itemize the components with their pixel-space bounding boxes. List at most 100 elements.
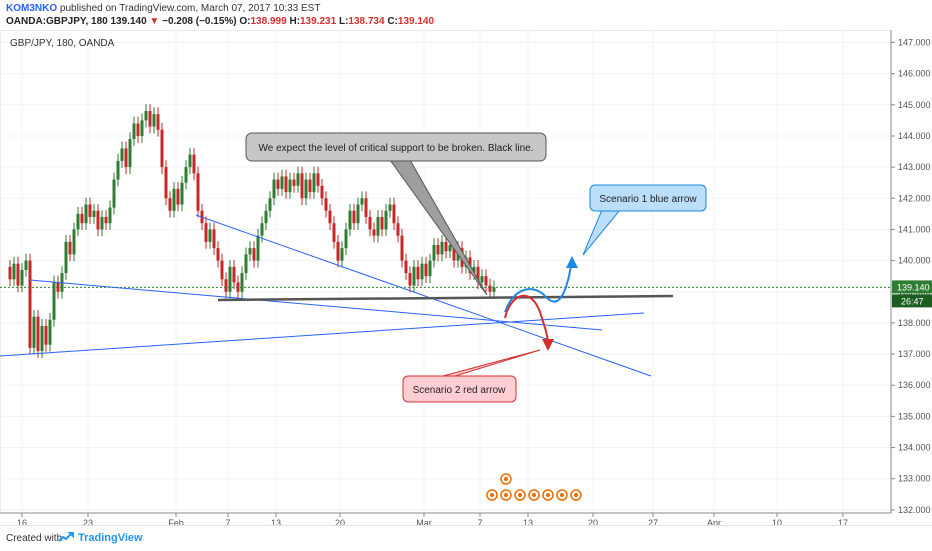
countdown-badge (892, 294, 932, 308)
x-tick-label: 27 (648, 518, 658, 525)
candle-body (272, 179, 276, 199)
event-marker-dot (574, 493, 578, 497)
candle-body (352, 210, 356, 224)
scenario-2-box (402, 375, 517, 403)
blue-arrow-path[interactable] (504, 259, 573, 313)
candle-body (220, 260, 224, 280)
publish-line: KOM3NKO published on TradingView.com, Ma… (6, 3, 320, 14)
candle-body (484, 276, 488, 286)
x-tick-label: 17 (838, 518, 848, 525)
candle-body (72, 229, 76, 255)
callout-main[interactable]: We expect the level of critical support … (245, 132, 547, 296)
candle-body (228, 266, 232, 292)
y-tick-label: 141.000 (898, 224, 931, 234)
candle-body (68, 241, 72, 255)
candle-body (52, 282, 56, 320)
candle-body (320, 185, 324, 199)
trendline-upper-falling[interactable] (29, 279, 603, 331)
price-chart[interactable]: 147.000 146.000 145.000 144.000 143.000 142.0… (0, 29, 932, 528)
trendline-falling-channel[interactable] (195, 214, 652, 377)
candle-body (8, 266, 12, 280)
candle-body (196, 173, 200, 211)
candle-body (388, 204, 392, 211)
y-tick-label: 147.000 (898, 37, 931, 47)
time-axis[interactable]: 16 23 Feb 7 13 20 Mar 7 13 20 27 Apr 10 17 (0, 512, 891, 528)
candle-body (404, 260, 408, 274)
support-line-black[interactable] (217, 294, 674, 302)
candle-body (48, 319, 52, 345)
candle-body (192, 154, 196, 174)
candle-body (92, 210, 96, 217)
candle-body (476, 266, 480, 283)
price-change: −0.208 (−0.15%) (162, 16, 237, 27)
trendline-rising[interactable] (0, 312, 645, 357)
chart-area[interactable]: 147.000 146.000 145.000 144.000 143.000 142.0… (0, 29, 932, 528)
candle-body (328, 210, 332, 224)
scenario-1-callout[interactable]: Scenario 1 blue arrow (582, 184, 707, 256)
event-marker-dot (546, 493, 550, 497)
candle-body (260, 223, 264, 236)
candle-body (24, 260, 28, 270)
close-value: 139.140 (397, 16, 435, 27)
candle-body (156, 114, 160, 130)
candle-body (172, 188, 176, 211)
candle-body (380, 216, 384, 230)
red-arrow-path[interactable] (504, 294, 549, 347)
candle-body (396, 223, 400, 236)
event-markers[interactable] (486, 473, 582, 501)
low-value: 138.734 (348, 16, 385, 27)
candle-body (332, 223, 336, 242)
candle-body (32, 316, 36, 348)
y-tick-label: 137.000 (898, 349, 931, 359)
plot-frame (0, 29, 892, 514)
event-marker-dot (504, 493, 508, 497)
current-price-label: 139.140 (897, 282, 930, 292)
candle-body (436, 245, 440, 255)
symbol-label: OANDA:GBPJPY, 180 (6, 16, 108, 27)
chart-header: KOM3NKO published on TradingView.com, Ma… (0, 0, 932, 30)
candle-body (136, 123, 140, 136)
candle-body (188, 154, 192, 168)
close-label: C: (387, 16, 398, 27)
candle-body (432, 245, 436, 261)
author-link[interactable]: KOM3NKO (6, 3, 58, 14)
down-arrow-icon: ▼ (149, 16, 160, 27)
drawings[interactable]: We expect the level of critical support … (0, 132, 891, 501)
chart-legend: GBP/JPY, 180, OANDA (10, 38, 115, 49)
candle-body (108, 207, 112, 224)
candle-body (308, 179, 312, 193)
candle-body (448, 245, 452, 252)
candles (8, 104, 496, 358)
candle-body (12, 263, 16, 280)
candle-body (80, 213, 84, 224)
high-label: H: (289, 16, 300, 27)
x-tick-label: 20 (335, 518, 345, 525)
candle-body (144, 111, 148, 121)
y-tick-label: 143.000 (898, 162, 931, 172)
candle-body (344, 229, 348, 249)
scenario-2-callout[interactable]: Scenario 2 red arrow (402, 349, 541, 403)
candle-body (264, 210, 268, 224)
price-axis[interactable]: 147.000 146.000 145.000 144.000 143.000 142.0… (890, 30, 932, 515)
candle-body (440, 241, 444, 255)
candle-body (44, 326, 48, 345)
candle-body (340, 248, 344, 261)
candle-body (408, 273, 412, 286)
blue-arrow-head-icon (566, 256, 578, 268)
candle-body (204, 223, 208, 242)
scenario-1-box (589, 184, 707, 212)
candle-body (132, 123, 136, 140)
candle-body (16, 263, 20, 286)
y-tick-label: 136.000 (898, 380, 931, 390)
y-tick-label: 138.000 (898, 318, 931, 328)
candle-body (360, 198, 364, 205)
candle-body (164, 167, 168, 199)
y-tick-label: 142.000 (898, 193, 931, 203)
tradingview-brand[interactable]: TradingView (78, 532, 143, 544)
event-marker-dot (560, 493, 564, 497)
event-marker-dot (490, 493, 494, 497)
candle-body (244, 254, 248, 274)
candle-body (492, 287, 496, 292)
candle-body (256, 235, 260, 261)
candle-body (280, 176, 284, 189)
